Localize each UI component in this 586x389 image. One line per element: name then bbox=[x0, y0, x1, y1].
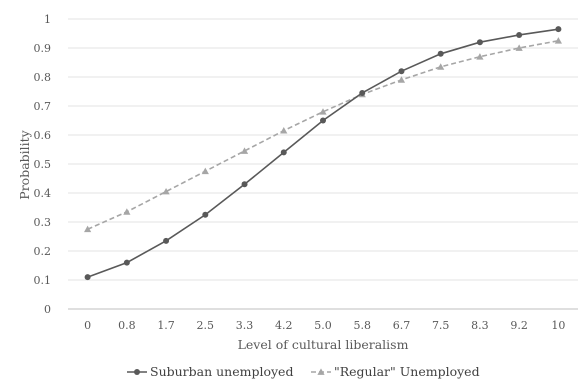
data-point bbox=[123, 259, 130, 266]
legend-swatch-marker bbox=[317, 368, 325, 375]
x-axis-title: Level of cultural liberalism bbox=[238, 337, 409, 352]
x-tick-label: 7.5 bbox=[432, 319, 450, 332]
legend-swatch-marker bbox=[134, 369, 140, 375]
y-tick-label: 0.8 bbox=[34, 71, 52, 84]
series-0 bbox=[84, 26, 562, 281]
y-tick-label: 0.2 bbox=[34, 245, 52, 258]
y-axis-title: Probability bbox=[17, 129, 32, 199]
data-point bbox=[280, 149, 287, 156]
legend-item: Suburban unemployed bbox=[127, 364, 293, 379]
data-point bbox=[437, 50, 444, 57]
y-tick-label: 0.7 bbox=[34, 100, 52, 113]
data-point bbox=[240, 147, 249, 154]
data-point bbox=[320, 117, 326, 124]
data-point bbox=[84, 225, 92, 233]
x-tick-label: 5.0 bbox=[314, 319, 332, 332]
data-point bbox=[516, 31, 523, 38]
data-point bbox=[280, 127, 288, 134]
y-tick-label: 0.3 bbox=[34, 216, 52, 229]
x-tick-label: 8.3 bbox=[471, 319, 489, 332]
y-tick-label: 0.9 bbox=[34, 42, 52, 55]
data-point bbox=[163, 237, 170, 244]
x-tick-label: 1.7 bbox=[157, 319, 175, 332]
legend-label: Suburban unemployed bbox=[150, 364, 293, 379]
y-tick-label: 0 bbox=[44, 303, 51, 316]
data-point bbox=[202, 211, 209, 218]
x-tick-label: 9.2 bbox=[510, 319, 528, 332]
data-point bbox=[437, 63, 445, 70]
x-tick-label: 3.3 bbox=[236, 319, 254, 332]
x-tick-label: 0 bbox=[84, 319, 91, 332]
gridlines bbox=[68, 18, 578, 310]
x-tick-label: 10 bbox=[551, 319, 565, 332]
x-tick-label: 4.2 bbox=[275, 319, 293, 332]
y-axis-ticks: 0 0.1 0.2 0.3 0.4 0.5 0.6 0.7 0.8 0.9 1 bbox=[34, 13, 52, 316]
y-tick-label: 1 bbox=[44, 13, 51, 26]
y-tick-label: 0.6 bbox=[34, 129, 52, 142]
x-tick-label: 2.5 bbox=[197, 319, 215, 332]
data-point bbox=[555, 26, 562, 33]
x-axis-ticks: 0 0.8 1.7 2.5 3.3 4.2 5.0 5.8 6.7 7.5 8.3 9.2 10 bbox=[84, 319, 565, 332]
data-point bbox=[241, 181, 248, 188]
legend-item: "Regular" Unemployed bbox=[311, 364, 480, 379]
data-point bbox=[84, 274, 91, 281]
x-tick-label: 5.8 bbox=[353, 319, 371, 332]
series-line bbox=[87, 28, 559, 278]
legend-label: "Regular" Unemployed bbox=[334, 364, 480, 379]
data-point bbox=[476, 53, 484, 60]
y-tick-label: 0.1 bbox=[34, 274, 52, 287]
data-point bbox=[201, 167, 209, 175]
data-point bbox=[123, 208, 131, 215]
data-point bbox=[319, 108, 327, 115]
x-tick-label: 6.7 bbox=[393, 319, 411, 332]
data-point bbox=[397, 76, 406, 83]
data-point bbox=[359, 89, 366, 96]
series-group bbox=[84, 26, 562, 281]
data-point bbox=[162, 187, 170, 195]
data-point bbox=[515, 44, 523, 51]
x-tick-label: 0.8 bbox=[118, 319, 136, 332]
y-tick-label: 0.4 bbox=[34, 187, 52, 200]
legend: Suburban unemployed "Regular" Unemployed bbox=[127, 364, 480, 379]
data-point bbox=[476, 39, 483, 46]
data-point bbox=[554, 37, 562, 44]
data-point bbox=[398, 68, 405, 75]
series-1 bbox=[84, 37, 562, 233]
y-tick-label: 0.5 bbox=[34, 158, 52, 171]
